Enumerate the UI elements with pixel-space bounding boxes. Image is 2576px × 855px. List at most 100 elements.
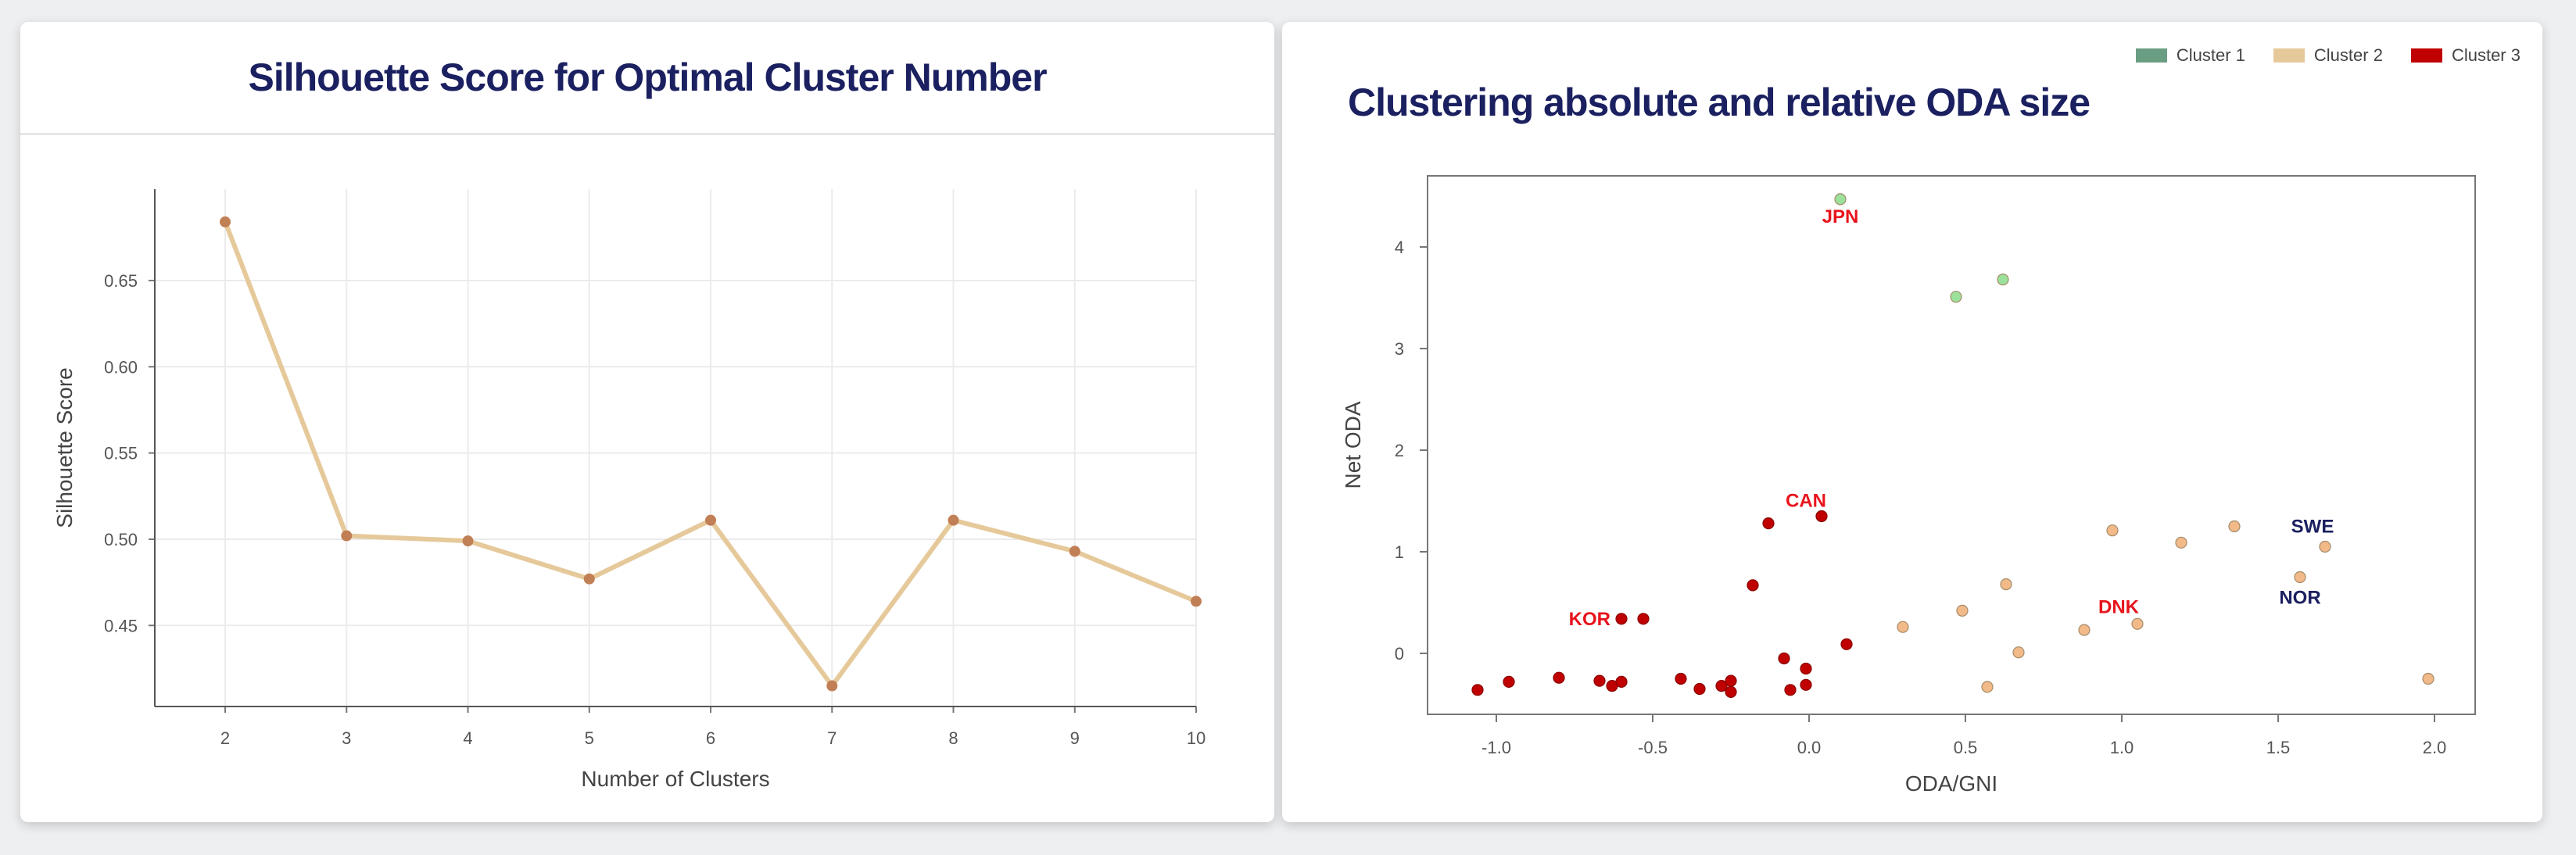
plot-area [155,189,1196,707]
y-tick-label: 0.55 [104,444,138,463]
cluster-3-point [1553,671,1565,684]
cluster-3-point [1503,675,1515,689]
cluster-3-point [1747,579,1759,592]
y-tick-label: 0 [1395,644,1404,664]
cluster-3-point [1637,613,1650,625]
cluster-2-point [2131,617,2144,630]
cluster-1-point [1997,274,2009,286]
legend-item-cluster-3[interactable]: Cluster 3 [2410,45,2520,66]
x-tick-label: 10 [1187,728,1206,748]
x-tick-label: 7 [827,728,837,748]
x-tick-label: 4 [463,728,472,748]
x-axis-title: Number of Clusters [581,767,769,791]
y-tick-label: 1 [1395,542,1404,562]
silhouette-point [583,573,595,585]
country-label-swe: SWE [2291,517,2334,538]
cluster-1-point [1950,291,1962,303]
legend-label-cluster-1: Cluster 1 [2176,45,2245,65]
oda-clustering-panel: Cluster 1 Cluster 2 Cluster 3 Clustering… [1282,22,2542,822]
cluster-3-point [1725,685,1737,699]
cluster-3-point [1778,652,1790,665]
y-tick-label: 4 [1395,238,1404,257]
country-label-nor: NOR [2279,588,2320,609]
cluster-3-point [1784,684,1797,696]
y-tick-label: 0.60 [104,357,138,377]
y-tick-label: 0.65 [104,271,138,291]
cluster-2-point [2078,624,2091,636]
silhouette-point [948,514,959,526]
x-tick-label: 0.5 [1954,738,1978,757]
x-tick-label: 5 [585,728,594,748]
y-axis-title: Silhouette Score [52,367,77,528]
cluster-legend: Cluster 1 Cluster 2 Cluster 3 [2135,45,2520,66]
cluster-2-point [2106,524,2119,537]
cluster-3-point [1675,672,1687,685]
plot-frame [1427,175,2476,715]
cluster-3-point [1815,510,1828,523]
silhouette-point [705,514,717,526]
legend-label-cluster-3: Cluster 3 [2451,45,2520,65]
y-tick-label: 0.45 [104,616,138,635]
legend-item-cluster-1[interactable]: Cluster 1 [2135,45,2245,66]
cluster-3-point [1593,674,1606,687]
legend-label-cluster-2: Cluster 2 [2313,45,2383,65]
legend-swatch-cluster-3 [2410,48,2442,63]
cluster-3-point [1615,675,1628,689]
x-tick-label: 3 [342,728,351,748]
country-label-can: CAN [1786,491,1826,512]
x-axis-title: ODA/GNI [1905,771,1997,796]
silhouette-point [341,530,353,542]
cluster-3-point [1840,638,1853,650]
x-tick-label: 2 [220,728,230,748]
cluster-2-point [2012,646,2025,659]
cluster-2-point [2294,571,2306,584]
cluster-2-point [2319,540,2331,553]
cluster-3-point [1715,679,1728,692]
silhouette-point [1069,546,1080,557]
oda-chart-title: Clustering absolute and relative ODA siz… [1348,80,2091,124]
cluster-3-point [1800,678,1812,691]
cluster-3-point [1725,674,1737,687]
cluster-2-point [2175,536,2187,549]
x-tick-label: 0.0 [1797,738,1822,757]
cluster-3-point [1471,684,1484,696]
cluster-2-point [1981,681,1994,693]
x-tick-label: 9 [1070,728,1080,748]
silhouette-chart-title: Silhouette Score for Optimal Cluster Num… [248,55,1047,99]
legend-item-cluster-2[interactable]: Cluster 2 [2273,45,2383,66]
x-tick-label: 1.5 [2266,738,2291,757]
cluster-2-point [1897,621,1909,633]
y-axis-title: Net ODA [1341,401,1365,488]
country-label-kor: KOR [1569,609,1610,630]
silhouette-point [826,680,838,692]
cluster-2-point [2000,578,2012,591]
country-label-dnk: DNK [2098,596,2140,617]
y-tick-label: 3 [1395,339,1404,359]
cluster-3-point [1693,682,1706,696]
legend-swatch-cluster-1 [2135,48,2167,63]
x-tick-label: 8 [948,728,958,748]
silhouette-panel: Silhouette Score for Optimal Cluster Num… [20,22,1274,822]
y-tick-label: 0.50 [104,530,138,549]
silhouette-point [220,216,231,227]
title-divider [20,133,1274,135]
cluster-3-point [1615,613,1628,625]
x-tick-label: -1.0 [1481,738,1511,757]
x-tick-label: 2.0 [2423,738,2447,757]
cluster-3-point [1800,662,1812,675]
cluster-2-point [2228,520,2241,533]
cluster-2-point [1956,604,1969,617]
cluster-1-point [1834,193,1847,206]
legend-swatch-cluster-2 [2273,48,2305,63]
x-tick-label: 1.0 [2110,738,2134,757]
y-tick-label: 2 [1395,441,1404,460]
x-tick-label: -0.5 [1638,738,1668,757]
silhouette-point [1191,596,1202,607]
cluster-3-point [1762,517,1775,530]
silhouette-point [462,535,474,547]
x-tick-label: 6 [706,728,715,748]
silhouette-line-chart: 2 3 4 5 6 7 8 9 10 0.45 0.50 0.55 0.60 0.65 Number of … [52,189,1206,791]
oda-scatter-chart: -1.0 -0.5 0.0 0.5 1.0 1.5 2.0 0 1 2 3 4 JPN CAN KOR DNK… [1341,175,2476,796]
cluster-2-point [2422,672,2434,685]
country-label-jpn: JPN [1822,206,1859,227]
